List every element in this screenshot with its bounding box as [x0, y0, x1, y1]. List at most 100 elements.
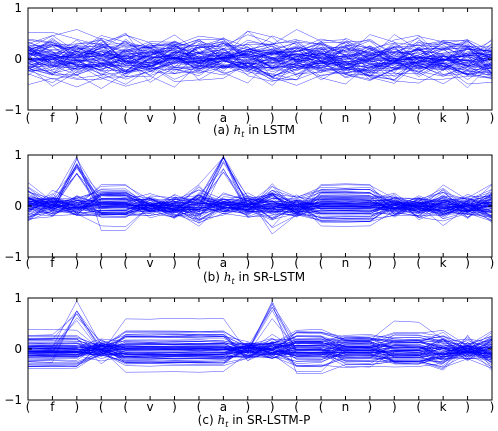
x-tick-label: n	[342, 111, 350, 125]
y-tick-label: 0	[14, 342, 22, 356]
x-tick-label: )	[74, 400, 79, 414]
x-tick-label: )	[172, 256, 177, 270]
x-tick-label: n	[342, 400, 350, 414]
chart-panel-3: −101(f)((v)(a))((n))(k))(c) ht in SR-LST…	[4, 291, 494, 429]
x-tick-label: n	[342, 256, 350, 270]
x-tick-label: (	[99, 111, 104, 125]
x-tick-label: (	[197, 256, 202, 270]
x-tick-label: (	[26, 256, 31, 270]
x-tick-label: )	[392, 400, 397, 414]
caption-prefix: (a)	[213, 123, 234, 137]
x-tick-label: (	[319, 256, 324, 270]
series-line	[27, 184, 493, 219]
x-tick-label: (	[294, 111, 299, 125]
series-line	[28, 348, 493, 373]
y-tick-label: −1	[4, 250, 22, 264]
series-line	[27, 313, 493, 355]
x-tick-label: )	[74, 256, 79, 270]
x-tick-label: f	[50, 400, 55, 414]
x-tick-label: (	[319, 111, 324, 125]
series-line	[27, 34, 493, 75]
series-line	[27, 193, 493, 216]
series-line	[27, 342, 493, 368]
series-line	[27, 344, 493, 367]
series-line	[27, 191, 493, 213]
y-tick-label: 0	[14, 199, 22, 213]
x-tick-label: (	[416, 256, 421, 270]
x-tick-label: a	[220, 400, 227, 414]
series-line	[27, 197, 493, 227]
series-line	[27, 171, 493, 217]
series-group	[27, 300, 493, 375]
caption-subscript: t	[241, 130, 245, 139]
x-tick-label: (	[99, 256, 104, 270]
x-tick-label: )	[490, 400, 495, 414]
chart-panel-1: −101(f)((v)(a))((n))(k))(a) ht in LSTM	[4, 1, 494, 139]
x-tick-label: (	[26, 400, 31, 414]
y-tick-label: −1	[4, 393, 22, 407]
y-tick-label: 1	[14, 148, 22, 162]
x-tick-label: v	[147, 400, 154, 414]
x-tick-label: (	[416, 111, 421, 125]
caption-suffix: in LSTM	[244, 123, 295, 137]
series-group	[27, 155, 493, 235]
series-line	[27, 340, 493, 356]
x-tick-label: k	[440, 111, 447, 125]
x-tick-label: )	[465, 400, 470, 414]
caption-subscript: t	[231, 277, 235, 286]
caption-suffix: in SR-LSTM-P	[228, 413, 310, 427]
x-tick-label: f	[50, 256, 55, 270]
series-line	[27, 34, 493, 72]
series-line	[27, 185, 493, 218]
series-line	[27, 194, 493, 227]
chart-panel-2: −101(f)((v)(a))((n))(k))(b) ht in SR-LST…	[4, 148, 494, 286]
x-tick-label: )	[245, 400, 250, 414]
x-tick-label: )	[465, 256, 470, 270]
y-tick-label: −1	[4, 103, 22, 117]
series-line	[27, 156, 493, 214]
x-tick-label: )	[490, 111, 495, 125]
x-tick-label: a	[220, 256, 227, 270]
x-tick-label: (	[123, 111, 128, 125]
x-tick-label: )	[172, 111, 177, 125]
caption-prefix: (c)	[198, 413, 218, 427]
panel-caption: (a) ht in LSTM	[213, 123, 295, 139]
series-line	[27, 172, 493, 229]
x-tick-label: (	[416, 400, 421, 414]
series-line	[27, 45, 493, 71]
x-tick-label: )	[392, 111, 397, 125]
series-line	[27, 194, 493, 219]
x-tick-label: )	[270, 111, 275, 125]
series-line	[27, 56, 493, 84]
series-line	[27, 34, 493, 80]
x-tick-label: (	[123, 256, 128, 270]
x-tick-label: (	[294, 256, 299, 270]
series-line	[27, 52, 493, 84]
x-tick-label: a	[220, 111, 227, 125]
x-tick-label: (	[319, 400, 324, 414]
x-tick-label: v	[147, 256, 154, 270]
x-tick-label: )	[245, 111, 250, 125]
series-line	[27, 30, 493, 69]
series-line	[28, 336, 493, 359]
series-line	[27, 43, 493, 80]
series-line	[27, 44, 493, 86]
x-tick-label: )	[490, 256, 495, 270]
series-line	[27, 46, 493, 81]
x-tick-label: )	[74, 111, 79, 125]
series-line	[27, 48, 493, 75]
series-line	[27, 38, 493, 89]
series-line	[27, 310, 493, 352]
series-line	[27, 342, 493, 357]
caption-suffix: in SR-LSTM	[235, 270, 305, 284]
y-tick-label: 1	[14, 291, 22, 305]
x-tick-label: (	[99, 400, 104, 414]
series-line	[27, 184, 493, 212]
series-line	[27, 44, 493, 87]
caption-math: h	[224, 270, 232, 284]
x-tick-label: v	[147, 111, 154, 125]
caption-subscript: t	[225, 420, 229, 429]
caption-math: h	[234, 123, 242, 137]
series-line	[27, 46, 493, 71]
x-tick-label: k	[440, 400, 447, 414]
